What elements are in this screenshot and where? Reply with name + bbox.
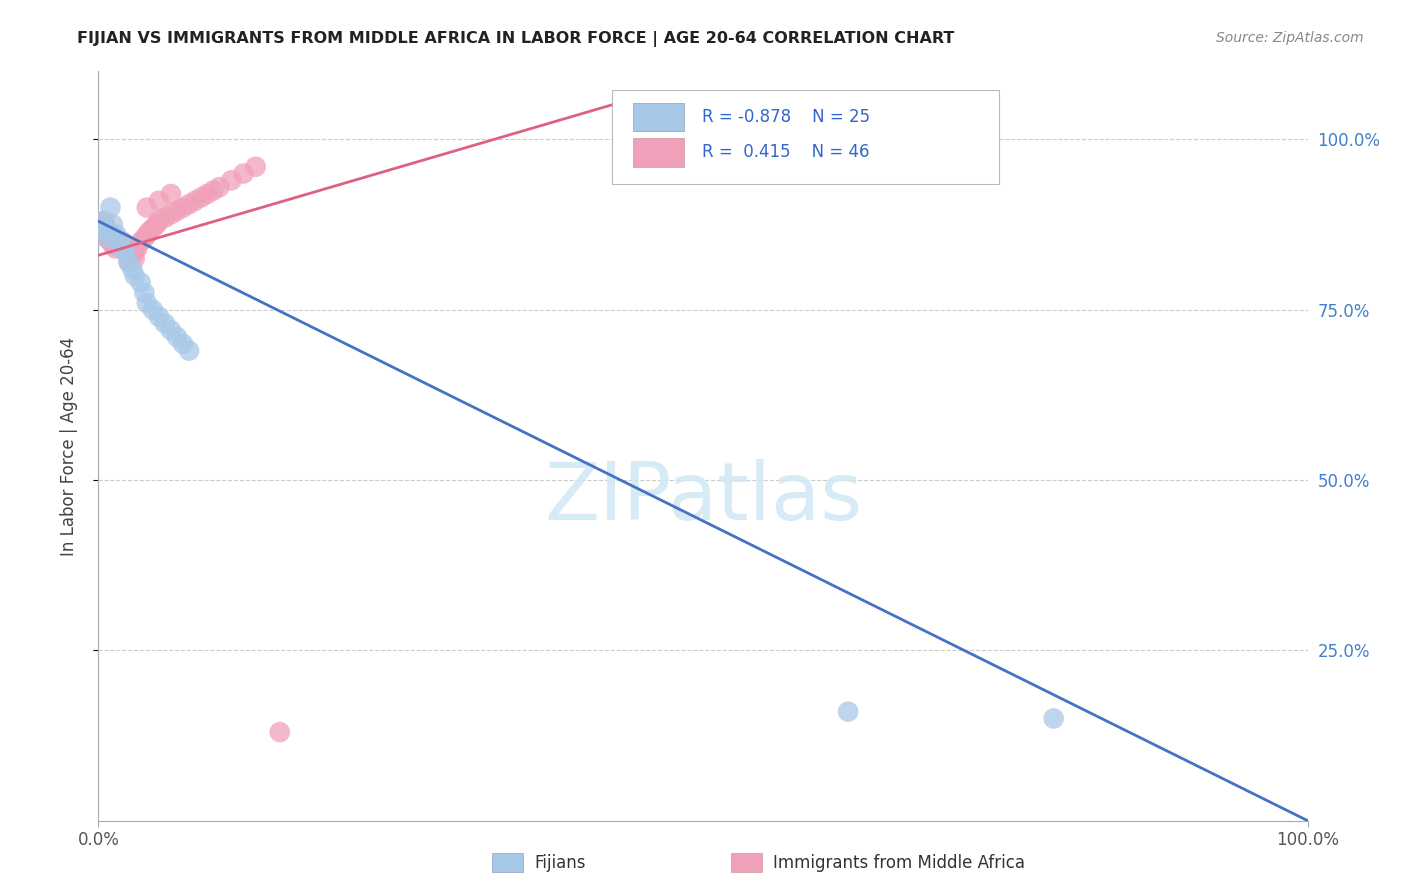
Point xyxy=(105,227,128,242)
Text: ZIPatlas: ZIPatlas xyxy=(544,459,862,538)
Point xyxy=(232,167,254,181)
Point xyxy=(148,310,170,324)
Point xyxy=(184,194,207,208)
Point xyxy=(118,244,141,259)
Point xyxy=(104,242,127,256)
Point xyxy=(111,242,134,256)
Point xyxy=(90,224,112,238)
Point xyxy=(202,184,225,198)
Point xyxy=(179,197,201,211)
Point xyxy=(124,268,146,283)
Point xyxy=(221,173,243,187)
Point xyxy=(245,160,267,174)
Point xyxy=(148,194,170,208)
Point xyxy=(135,296,157,310)
Text: R = -0.878    N = 25: R = -0.878 N = 25 xyxy=(702,108,870,126)
Point xyxy=(172,336,194,351)
Point xyxy=(98,229,121,244)
Point xyxy=(837,705,859,719)
Point xyxy=(142,302,165,317)
Point xyxy=(190,190,212,204)
Point xyxy=(166,330,188,344)
Point xyxy=(100,235,122,249)
Point xyxy=(118,255,141,269)
Point xyxy=(129,235,152,249)
Point xyxy=(160,186,183,201)
Point xyxy=(91,214,114,228)
Point xyxy=(153,317,176,331)
Point xyxy=(179,343,201,358)
Point xyxy=(142,221,165,235)
Point xyxy=(134,231,156,245)
Text: Source: ZipAtlas.com: Source: ZipAtlas.com xyxy=(1216,31,1364,45)
Point xyxy=(124,244,146,259)
Point xyxy=(118,255,141,269)
Point xyxy=(129,276,152,290)
Point xyxy=(121,248,143,262)
Point xyxy=(96,224,118,238)
Y-axis label: In Labor Force | Age 20-64: In Labor Force | Age 20-64 xyxy=(59,336,77,556)
Point xyxy=(100,201,122,215)
Point xyxy=(208,180,231,194)
Point xyxy=(166,204,188,219)
Point xyxy=(121,261,143,276)
Point xyxy=(135,201,157,215)
Point xyxy=(153,211,176,225)
Bar xyxy=(633,138,683,167)
Point xyxy=(108,238,131,252)
Point xyxy=(145,218,167,232)
Point xyxy=(91,218,114,232)
Point xyxy=(96,231,118,245)
Point xyxy=(91,227,114,242)
Point xyxy=(160,323,183,337)
Point xyxy=(94,221,117,235)
Point xyxy=(97,231,120,245)
Point xyxy=(269,725,291,739)
FancyBboxPatch shape xyxy=(613,90,1000,184)
Point xyxy=(101,218,124,232)
Point xyxy=(93,221,115,235)
Text: Immigrants from Middle Africa: Immigrants from Middle Africa xyxy=(773,854,1025,871)
Point xyxy=(111,235,134,249)
Point xyxy=(114,242,136,256)
Point xyxy=(89,221,111,235)
Point xyxy=(97,224,120,238)
Text: FIJIAN VS IMMIGRANTS FROM MIDDLE AFRICA IN LABOR FORCE | AGE 20-64 CORRELATION C: FIJIAN VS IMMIGRANTS FROM MIDDLE AFRICA … xyxy=(77,31,955,47)
Bar xyxy=(633,103,683,131)
Point xyxy=(108,235,131,249)
Text: Fijians: Fijians xyxy=(534,854,586,871)
Point xyxy=(160,207,183,221)
Point xyxy=(1042,711,1064,725)
Point xyxy=(138,224,160,238)
Point xyxy=(127,242,149,256)
Point xyxy=(101,238,124,252)
Point xyxy=(135,227,157,242)
Point xyxy=(148,214,170,228)
Point xyxy=(93,214,115,228)
Point xyxy=(134,285,156,300)
Point xyxy=(172,201,194,215)
Point xyxy=(105,231,128,245)
Point xyxy=(114,244,136,259)
Point xyxy=(195,186,218,201)
Point xyxy=(124,252,146,266)
Text: R =  0.415    N = 46: R = 0.415 N = 46 xyxy=(702,144,869,161)
